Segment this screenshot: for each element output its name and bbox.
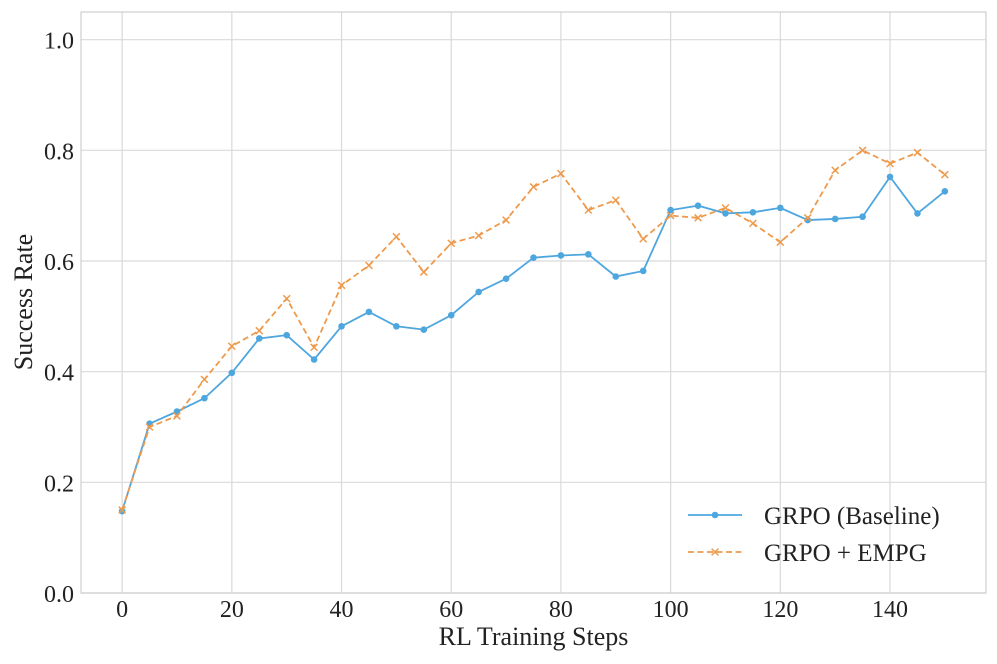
data-point xyxy=(722,210,729,217)
data-point xyxy=(584,206,593,215)
data-point xyxy=(859,213,866,221)
data-point xyxy=(255,335,263,342)
legend-marker xyxy=(711,511,719,519)
data-point xyxy=(255,326,264,335)
data-point xyxy=(694,213,702,222)
data-point xyxy=(173,412,181,420)
data-point xyxy=(337,281,346,290)
legend-label: GRPO + EMPG xyxy=(764,540,927,567)
data-point xyxy=(886,159,894,168)
x-axis-ticks: 0 20 40 60 80 100 120 140 xyxy=(116,597,908,623)
data-point xyxy=(694,202,702,209)
data-point xyxy=(831,166,840,175)
x-axis-label: RL Training Steps xyxy=(439,622,629,651)
data-point xyxy=(585,251,592,258)
legend-label: GRPO (Baseline) xyxy=(764,503,940,530)
x-tick-label: 80 xyxy=(549,597,573,623)
data-point xyxy=(940,170,949,179)
data-point xyxy=(310,343,319,352)
data-point xyxy=(639,267,647,275)
data-point xyxy=(914,210,921,217)
plot-frame xyxy=(80,11,987,594)
data-point xyxy=(310,356,318,363)
x-tick-label: 20 xyxy=(220,597,244,623)
data-point xyxy=(667,206,674,214)
data-point xyxy=(913,148,922,157)
data-point xyxy=(201,394,208,402)
series-grpo-baseline xyxy=(118,173,949,515)
x-tick-label: 140 xyxy=(872,597,908,623)
data-point xyxy=(529,182,538,191)
x-tick-label: 120 xyxy=(762,597,798,623)
y-tick-label: 0.2 xyxy=(44,471,74,497)
y-tick-label: 0.0 xyxy=(44,582,74,608)
data-point xyxy=(748,219,757,228)
data-point xyxy=(393,322,400,330)
data-point xyxy=(721,203,730,212)
data-point xyxy=(858,146,867,155)
data-point xyxy=(530,254,537,261)
data-point xyxy=(666,211,675,220)
data-point xyxy=(118,506,127,514)
data-point xyxy=(474,231,483,240)
x-tick-label: 60 xyxy=(439,597,463,623)
data-point xyxy=(420,326,428,333)
data-point xyxy=(639,234,648,243)
legend: GRPO (Baseline) GRPO + EMPG xyxy=(688,503,940,567)
data-point xyxy=(447,311,455,319)
data-point xyxy=(282,294,291,303)
data-point xyxy=(173,408,181,415)
y-tick-label: 0.8 xyxy=(44,139,74,165)
series-group xyxy=(118,146,949,515)
y-tick-label: 1.0 xyxy=(44,29,74,55)
data-point xyxy=(502,275,510,283)
data-point xyxy=(831,215,839,223)
data-point xyxy=(447,239,456,248)
data-point xyxy=(749,209,757,216)
y-tick-label: 0.4 xyxy=(44,361,74,387)
data-point xyxy=(475,288,482,296)
data-point xyxy=(777,204,784,212)
data-point xyxy=(118,507,126,515)
data-point xyxy=(611,196,620,205)
y-axis-label: Success Rate xyxy=(9,234,38,370)
data-point xyxy=(392,232,401,241)
data-point xyxy=(612,273,620,280)
legend-item: GRPO + EMPG xyxy=(688,540,927,567)
data-point xyxy=(365,261,373,270)
data-point xyxy=(200,375,209,384)
series-grpo-empg xyxy=(118,146,949,514)
data-point xyxy=(419,268,428,276)
data-point xyxy=(776,238,785,247)
data-point xyxy=(145,423,154,431)
data-point xyxy=(365,308,373,316)
y-tick-label: 0.6 xyxy=(44,250,74,276)
data-point xyxy=(556,169,565,178)
data-point xyxy=(803,213,812,222)
x-tick-label: 0 xyxy=(116,597,128,623)
data-point xyxy=(283,331,290,339)
data-point xyxy=(941,187,949,195)
data-point xyxy=(502,216,511,224)
legend-marker xyxy=(711,548,719,556)
x-tick-label: 40 xyxy=(330,597,354,623)
y-axis-ticks: 0.0 0.2 0.4 0.6 0.8 1.0 xyxy=(44,29,74,608)
x-tick-label: 100 xyxy=(653,597,689,623)
data-point xyxy=(338,322,345,330)
data-point xyxy=(227,342,236,351)
legend-item: GRPO (Baseline) xyxy=(688,503,940,530)
data-point xyxy=(886,173,894,181)
data-point xyxy=(228,369,236,377)
data-point xyxy=(557,252,565,259)
